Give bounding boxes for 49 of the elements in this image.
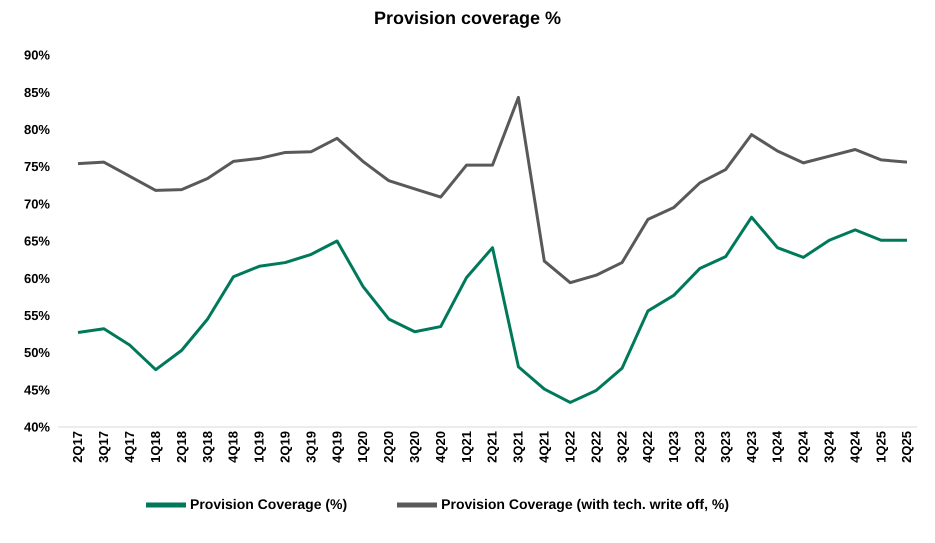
y-tick-label: 40% (24, 420, 50, 435)
x-tick-label: 2Q17 (70, 431, 86, 463)
x-tick-label: 4Q24 (847, 430, 862, 463)
x-tick-label: 4Q17 (122, 431, 138, 463)
x-tick-label: 4Q22 (640, 431, 656, 463)
x-tick-label: 1Q23 (666, 431, 682, 463)
x-tick-label: 2Q18 (174, 431, 189, 463)
x-tick-label: 3Q22 (614, 431, 630, 463)
y-tick-label: 70% (24, 196, 50, 212)
y-tick-label: 85% (24, 84, 50, 100)
chart-title: Provision coverage % (372, 8, 562, 29)
x-tick-label: 2Q24 (796, 430, 811, 463)
y-tick-label: 55% (24, 308, 50, 324)
x-tick-label: 1Q20 (355, 431, 370, 463)
x-tick-label: 4Q21 (536, 431, 552, 463)
x-tick-label: 1Q22 (562, 431, 578, 463)
x-tick-label: 2Q20 (381, 431, 396, 463)
x-tick-label: 2Q22 (588, 431, 604, 463)
y-tick-label: 45% (24, 382, 50, 398)
x-tick-label: 3Q24 (822, 430, 837, 463)
y-tick-label: 80% (24, 122, 50, 138)
legend-label: Provision Coverage (%) (190, 496, 348, 512)
x-tick-label: 2Q25 (899, 431, 914, 463)
x-tick-label: 3Q18 (200, 431, 215, 463)
x-tick-label: 1Q25 (873, 431, 888, 463)
line-series (76, 216, 908, 404)
legend-label: Provision Coverage (with tech. write off, %) (441, 496, 729, 512)
y-tick-label: 50% (24, 345, 50, 360)
x-tick-label: 2Q21 (484, 431, 500, 463)
x-tick-label: 3Q23 (718, 431, 733, 463)
x-tick-label: 3Q19 (303, 431, 318, 463)
x-tick-label: 1Q19 (252, 431, 267, 463)
x-tick-label: 3Q17 (96, 431, 112, 463)
x-tick-label: 2Q19 (277, 431, 292, 463)
x-tick-label: 1Q24 (770, 430, 785, 463)
x-tick-label: 4Q18 (226, 431, 241, 463)
y-tick-label: 65% (24, 234, 50, 249)
x-tick-label: 4Q19 (329, 431, 344, 463)
x-tick-label: 1Q21 (458, 431, 474, 463)
x-tick-label: 1Q18 (148, 431, 163, 463)
x-tick-label: 3Q20 (407, 431, 422, 463)
y-tick-label: 90% (24, 48, 50, 63)
x-tick-label: 4Q23 (744, 431, 759, 463)
x-tick-label: 3Q21 (510, 431, 526, 463)
x-tick-label: 2Q23 (692, 431, 707, 463)
line-series (76, 96, 908, 284)
x-tick-label: 4Q20 (432, 431, 448, 463)
y-tick-label: 60% (24, 270, 50, 286)
y-tick-label: 75% (24, 159, 50, 174)
